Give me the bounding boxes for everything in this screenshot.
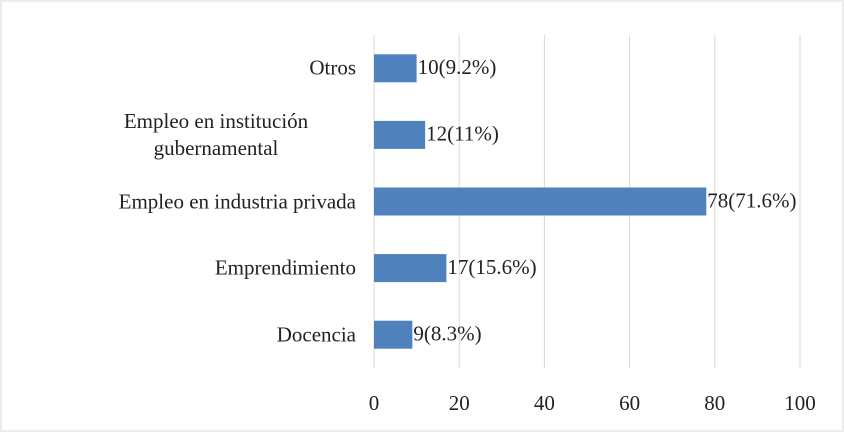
y-tick-label-box: Otros [16, 55, 356, 82]
y-tick-label: Empleo en institución gubernamental [123, 108, 309, 160]
data-label: 17(15.6%) [447, 255, 536, 279]
data-label: 12(11%) [426, 122, 499, 146]
x-tick-label: 40 [534, 391, 555, 415]
bar [374, 187, 707, 216]
data-label: 10(9.2%) [418, 55, 497, 79]
x-tick-label: 0 [369, 391, 380, 415]
x-tick-label: 20 [449, 391, 470, 415]
y-tick-label-box: Empleo en industria privada [16, 188, 356, 215]
y-tick-label: Emprendimiento [214, 255, 356, 280]
bar [374, 120, 426, 149]
data-label: 78(71.6%) [707, 188, 796, 212]
x-tick-label: 100 [784, 391, 816, 415]
y-tick-label-box: Empleo en institución gubernamental [16, 108, 356, 162]
y-tick-label-box: Emprendimiento [16, 255, 356, 282]
bar [374, 320, 413, 349]
y-tick-label-box: Docencia [16, 321, 356, 348]
x-tick-label: 80 [704, 391, 725, 415]
x-tick-label: 60 [619, 391, 640, 415]
y-tick-label: Empleo en industria privada [118, 189, 356, 213]
y-tick-label: Docencia [276, 322, 356, 347]
y-tick-label: Otros [309, 55, 356, 80]
bar [374, 54, 417, 83]
bar [374, 254, 447, 283]
data-label: 9(8.3%) [413, 322, 481, 346]
